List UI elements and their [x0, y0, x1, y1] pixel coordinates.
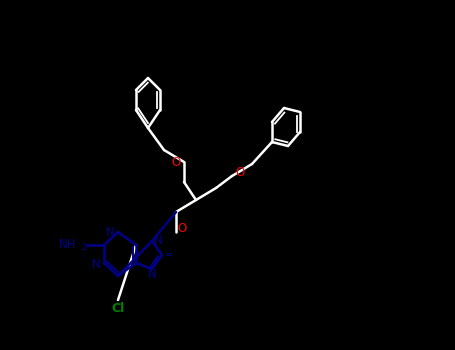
Text: N: N: [91, 259, 101, 272]
Text: N: N: [106, 225, 114, 238]
Text: NH: NH: [59, 238, 76, 252]
Text: O: O: [172, 155, 181, 168]
Text: =: =: [165, 250, 173, 260]
Text: O: O: [235, 166, 245, 178]
Text: N: N: [154, 234, 162, 247]
Text: 2: 2: [81, 243, 86, 252]
Text: N: N: [147, 268, 157, 281]
Text: Cl: Cl: [111, 301, 125, 315]
Text: O: O: [177, 222, 187, 235]
